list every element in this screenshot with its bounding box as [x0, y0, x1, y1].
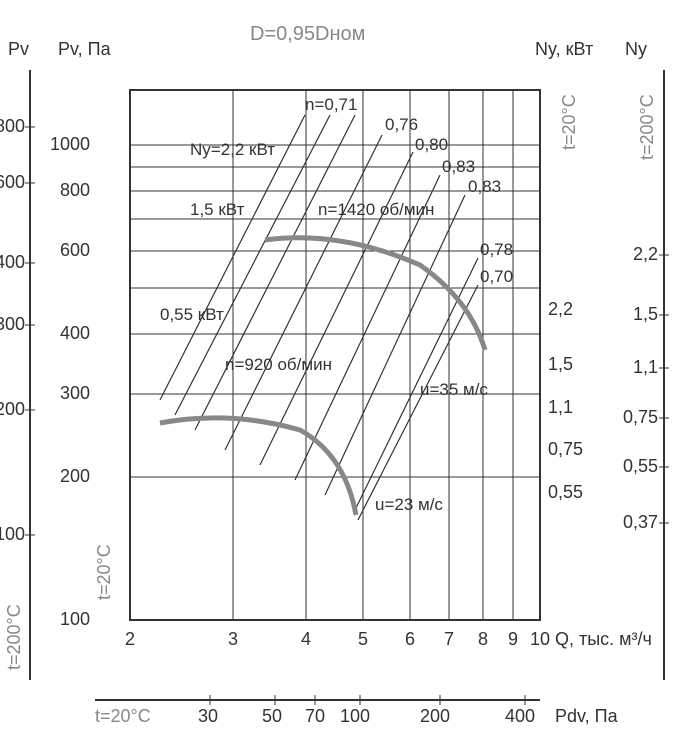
svg-text:0,55 кВт: 0,55 кВт [160, 305, 224, 324]
svg-text:0,80: 0,80 [415, 135, 448, 154]
svg-text:10: 10 [530, 629, 550, 649]
svg-text:600: 600 [60, 240, 90, 260]
plot-border [130, 90, 540, 620]
svg-text:0,37: 0,37 [623, 512, 658, 532]
chart-title: D=0,95Dном [250, 23, 365, 45]
svg-text:n=920 об/мин: n=920 об/мин [225, 355, 332, 374]
yR1-ticks: 0,55 0,75 1,1 1,5 2,2 [548, 299, 583, 502]
yR1-label: Ny, кВт [535, 39, 593, 59]
yR2-ticks: 0,37 0,55 0,75 1,1 1,5 2,2 [623, 244, 658, 532]
svg-text:0,83: 0,83 [442, 157, 475, 176]
svg-text:400: 400 [0, 252, 25, 272]
svg-text:800: 800 [60, 180, 90, 200]
svg-text:2,2: 2,2 [548, 299, 573, 319]
svg-text:9: 9 [508, 629, 518, 649]
x-ticks: 2 3 4 5 6 7 8 9 10 [125, 629, 550, 649]
x2-axis-label: Pdv, Па [555, 706, 619, 726]
svg-text:100: 100 [60, 609, 90, 629]
svg-text:2: 2 [125, 629, 135, 649]
svg-text:100: 100 [0, 524, 25, 544]
yL1-ticks: 100 200 300 400 600 800 [0, 116, 25, 544]
yL2-label: Pv, Па [58, 39, 112, 59]
svg-text:100: 100 [340, 706, 370, 726]
svg-text:1,1: 1,1 [548, 397, 573, 417]
svg-text:1,5: 1,5 [633, 304, 658, 324]
yL2-ticks: 100 200 300 400 600 800 1000 [50, 134, 90, 629]
fan-performance-chart: { "title": "D=0,95Dном", "axes": { "x": … [0, 0, 694, 748]
x2-temp: t=20°C [95, 706, 151, 726]
svg-text:u=23 м/с: u=23 м/с [375, 495, 443, 514]
svg-text:1,5 кВт: 1,5 кВт [190, 200, 245, 219]
svg-text:u=35 м/с: u=35 м/с [420, 380, 488, 399]
svg-text:1,5: 1,5 [548, 354, 573, 374]
svg-text:200: 200 [420, 706, 450, 726]
fan-curve-920 [160, 418, 356, 515]
svg-text:0,55: 0,55 [548, 482, 583, 502]
vertical-gridlines [130, 90, 540, 620]
svg-text:0,75: 0,75 [548, 439, 583, 459]
svg-text:n=0,71: n=0,71 [305, 95, 357, 114]
yL2-temp: t=20°C [94, 544, 114, 600]
svg-text:n=1420 об/мин: n=1420 об/мин [318, 200, 434, 219]
svg-text:0,78: 0,78 [480, 240, 513, 259]
svg-text:400: 400 [60, 323, 90, 343]
svg-text:0,75: 0,75 [623, 407, 658, 427]
svg-text:1,1: 1,1 [633, 357, 658, 377]
svg-text:Ny=2,2 кВт: Ny=2,2 кВт [190, 140, 275, 159]
svg-text:3: 3 [228, 629, 238, 649]
x-axis-label: Q, тыс. м³/ч [555, 629, 652, 649]
x2-ticks: 30 50 70 100 200 400 [198, 706, 535, 726]
svg-text:0,55: 0,55 [623, 456, 658, 476]
svg-text:200: 200 [60, 466, 90, 486]
svg-text:0,70: 0,70 [480, 267, 513, 286]
svg-text:1000: 1000 [50, 134, 90, 154]
svg-text:70: 70 [305, 706, 325, 726]
svg-text:4: 4 [301, 629, 311, 649]
svg-text:0,83: 0,83 [468, 177, 501, 196]
svg-text:6: 6 [405, 629, 415, 649]
svg-text:300: 300 [0, 314, 25, 334]
yR2-temp: t=200°C [637, 94, 657, 160]
svg-text:800: 800 [0, 116, 25, 136]
svg-text:7: 7 [444, 629, 454, 649]
yL1-temp: t=200°C [4, 604, 24, 670]
svg-text:300: 300 [60, 383, 90, 403]
svg-text:400: 400 [505, 706, 535, 726]
yR1-temp: t=20°C [559, 94, 579, 150]
svg-text:30: 30 [198, 706, 218, 726]
svg-text:0,76: 0,76 [385, 115, 418, 134]
svg-text:8: 8 [478, 629, 488, 649]
svg-text:2,2: 2,2 [633, 244, 658, 264]
chart-svg: D=0,95Dном 2 3 4 5 6 7 8 9 10 Q, тыс. м³… [0, 0, 694, 748]
svg-text:50: 50 [262, 706, 282, 726]
svg-text:200: 200 [0, 399, 25, 419]
yL1-label: Pv [8, 39, 29, 59]
svg-text:5: 5 [358, 629, 368, 649]
svg-text:600: 600 [0, 172, 25, 192]
fan-curve-1420 [265, 238, 485, 350]
yR2-label: Ny [625, 39, 647, 59]
